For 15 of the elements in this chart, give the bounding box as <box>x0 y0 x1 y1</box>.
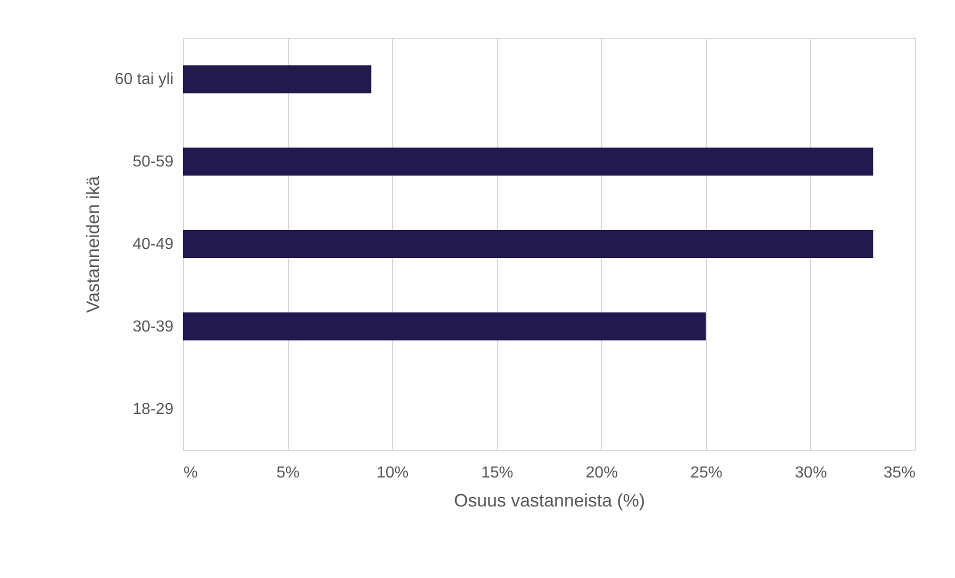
x-tick-label: 10% <box>376 464 409 482</box>
x-tick-label: 20% <box>586 464 618 482</box>
x-tick-label: 5% <box>276 464 300 482</box>
x-tick-label: 35% <box>883 464 916 482</box>
x-tick-label: % <box>184 464 198 482</box>
y-axis-title: Vastanneiden ikä <box>82 175 103 313</box>
y-tick-label: 60 tai yli <box>114 71 174 88</box>
y-tick-label: 18-29 <box>132 400 174 418</box>
y-tick-label: 40-49 <box>132 236 174 253</box>
x-tick-label: 25% <box>690 464 722 482</box>
x-axis-title: Osuus vastanneista (%) <box>454 490 646 510</box>
x-tick-label: 30% <box>794 464 827 482</box>
y-tick-label: 30-39 <box>132 318 174 336</box>
x-tick-label: 15% <box>481 464 514 482</box>
y-tick-label: 50-59 <box>132 154 174 171</box>
